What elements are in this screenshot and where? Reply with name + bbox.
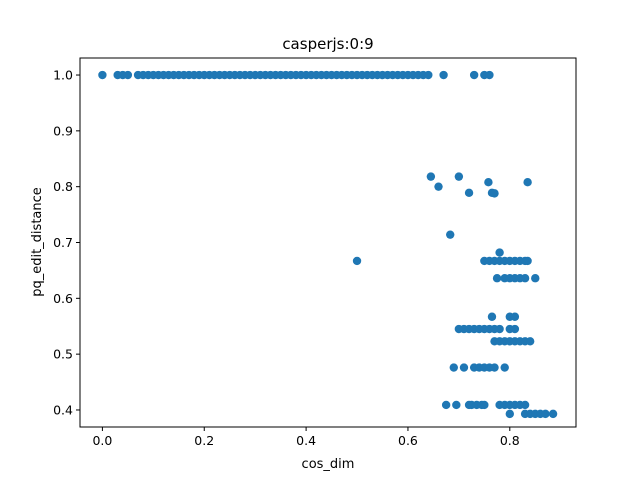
data-point <box>495 248 504 257</box>
data-point <box>500 363 509 372</box>
data-point <box>454 172 464 181</box>
data-point <box>523 178 532 187</box>
chart-title: casperjs:0:9 <box>282 35 373 53</box>
y-tick-label: 0.4 <box>53 402 73 417</box>
data-point <box>434 182 443 191</box>
data-point <box>505 409 514 419</box>
data-point <box>484 178 493 187</box>
data-point <box>426 172 436 181</box>
x-axis-label: cos_dim <box>302 457 355 472</box>
data-point <box>541 409 550 419</box>
data-point <box>490 189 499 198</box>
data-point <box>441 400 451 410</box>
data-point <box>492 274 502 283</box>
x-axis-ticks: 0.0 0.2 0.4 0.6 0.8 <box>92 427 520 448</box>
x-tick-label: 0.2 <box>194 433 214 448</box>
data-point <box>480 400 489 410</box>
y-tick-label: 0.8 <box>53 179 73 194</box>
data-point <box>439 70 448 80</box>
data-point <box>123 70 133 80</box>
data-point <box>449 363 458 372</box>
data-point <box>548 409 558 419</box>
data-point <box>452 400 461 410</box>
data-point <box>523 256 532 266</box>
points-layer <box>98 70 558 419</box>
data-point <box>424 70 433 80</box>
y-tick-label: 0.6 <box>53 291 73 306</box>
x-tick-label: 0.8 <box>500 433 520 448</box>
data-point <box>352 256 362 266</box>
data-point <box>490 363 499 372</box>
data-point <box>510 312 520 321</box>
data-point <box>531 274 540 283</box>
data-point <box>525 337 535 346</box>
x-tick-label: 0.6 <box>398 433 418 448</box>
data-point <box>520 400 530 410</box>
y-axis-ticks: 0.4 0.5 0.6 0.7 0.8 0.9 1.0 <box>53 68 80 417</box>
y-tick-label: 0.7 <box>53 235 73 250</box>
data-point <box>98 70 107 80</box>
data-point <box>446 230 455 239</box>
data-point <box>469 70 479 80</box>
y-tick-label: 1.0 <box>53 68 73 83</box>
data-point <box>520 274 530 283</box>
data-point <box>510 324 520 334</box>
x-tick-label: 0.0 <box>92 433 112 448</box>
x-tick-label: 0.4 <box>296 433 316 448</box>
data-point <box>495 324 504 334</box>
data-point <box>487 312 497 321</box>
data-point <box>485 70 494 80</box>
y-tick-label: 0.5 <box>53 347 73 362</box>
y-tick-label: 0.9 <box>53 123 73 138</box>
data-point <box>459 363 469 372</box>
y-axis-label: pq_edit_distance <box>30 187 45 297</box>
data-point <box>464 188 474 198</box>
